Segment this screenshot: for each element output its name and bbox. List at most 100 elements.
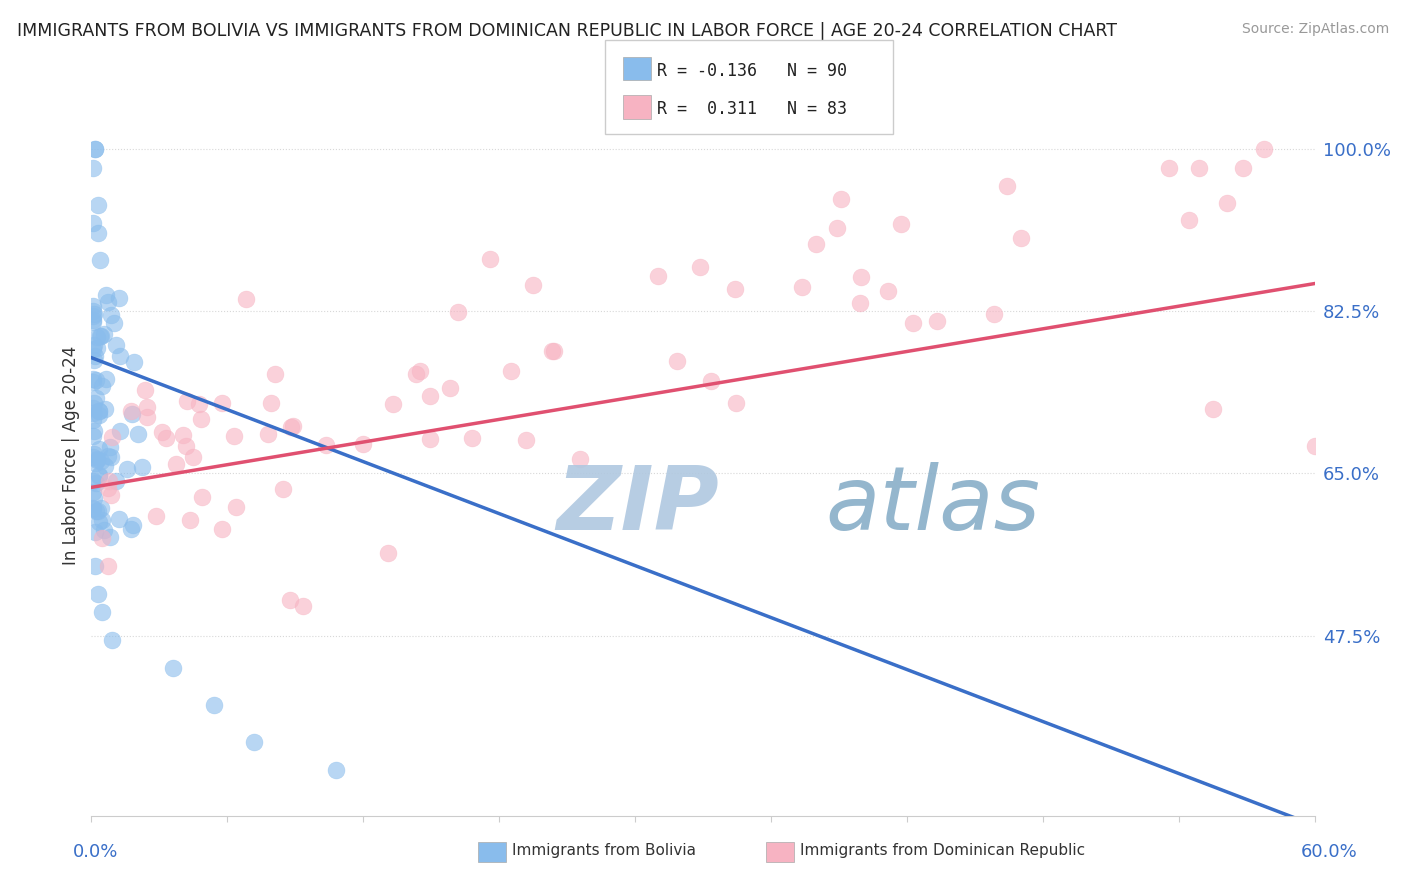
Point xyxy=(82,313,104,327)
Point xyxy=(100,308,122,322)
Point xyxy=(82,216,104,230)
Point xyxy=(83,338,105,352)
Point xyxy=(222,429,245,443)
Point xyxy=(1232,161,1254,175)
Point xyxy=(82,501,104,516)
Point xyxy=(179,512,201,526)
Point xyxy=(83,491,105,505)
Text: R =  0.311   N = 83: R = 0.311 N = 83 xyxy=(657,100,846,118)
Point xyxy=(83,447,105,461)
Point xyxy=(176,393,198,408)
Point xyxy=(439,381,461,395)
Point xyxy=(260,396,283,410)
Point xyxy=(82,406,104,420)
Point xyxy=(97,559,120,574)
Point xyxy=(689,260,711,274)
Point xyxy=(108,349,131,363)
Point xyxy=(84,524,107,539)
Point xyxy=(515,433,537,447)
Point xyxy=(190,412,212,426)
Point xyxy=(108,512,131,526)
Point xyxy=(84,142,107,156)
Point xyxy=(87,404,110,418)
Point xyxy=(89,253,111,268)
Point xyxy=(174,439,197,453)
Text: R = -0.136   N = 90: R = -0.136 N = 90 xyxy=(657,62,846,79)
Point xyxy=(202,698,225,712)
Point xyxy=(83,396,105,410)
Point xyxy=(283,418,305,433)
Point xyxy=(84,373,107,387)
Point xyxy=(461,431,484,445)
Point xyxy=(96,481,118,495)
Point xyxy=(165,457,187,471)
Point xyxy=(927,314,949,328)
Point xyxy=(90,453,112,467)
Point xyxy=(108,425,131,439)
Point xyxy=(478,252,501,266)
Point xyxy=(82,413,104,427)
Point xyxy=(90,379,112,393)
Point xyxy=(181,450,204,464)
Point xyxy=(1177,213,1199,227)
Point xyxy=(830,192,852,206)
Point xyxy=(1216,195,1239,210)
Point xyxy=(121,407,143,421)
Point xyxy=(97,449,120,463)
Point xyxy=(84,349,107,363)
Point xyxy=(409,364,432,378)
Point xyxy=(94,401,117,416)
Point xyxy=(94,288,117,302)
Point xyxy=(103,316,125,330)
Point xyxy=(120,403,142,417)
Point xyxy=(89,329,111,343)
Point xyxy=(419,389,441,403)
Point xyxy=(541,344,564,359)
Point xyxy=(87,516,110,530)
Point xyxy=(1010,230,1032,244)
Point xyxy=(724,396,747,410)
Point xyxy=(90,606,112,620)
Point xyxy=(666,354,689,368)
Point xyxy=(82,401,104,415)
Point xyxy=(84,475,107,490)
Point xyxy=(82,299,104,313)
Point xyxy=(1253,142,1275,156)
Point xyxy=(1188,161,1211,175)
Point xyxy=(155,431,177,445)
Point xyxy=(86,330,108,344)
Point xyxy=(877,285,900,299)
Point xyxy=(101,633,124,648)
Point xyxy=(292,599,315,613)
Point xyxy=(87,504,110,518)
Point xyxy=(82,372,104,386)
Point xyxy=(225,500,247,514)
Point xyxy=(188,397,211,411)
Point xyxy=(104,338,127,352)
Text: IMMIGRANTS FROM BOLIVIA VS IMMIGRANTS FROM DOMINICAN REPUBLIC IN LABOR FORCE | A: IMMIGRANTS FROM BOLIVIA VS IMMIGRANTS FR… xyxy=(17,22,1116,40)
Point xyxy=(86,341,108,355)
Point xyxy=(543,343,565,358)
Point xyxy=(82,310,104,324)
Point xyxy=(804,237,827,252)
Point xyxy=(108,291,131,305)
Point xyxy=(257,426,280,441)
Y-axis label: In Labor Force | Age 20-24: In Labor Force | Age 20-24 xyxy=(62,345,80,565)
Point xyxy=(101,430,124,444)
Point xyxy=(82,161,104,175)
Text: Immigrants from Bolivia: Immigrants from Bolivia xyxy=(512,843,696,857)
Point xyxy=(1202,401,1225,416)
Point xyxy=(243,735,266,749)
Point xyxy=(280,420,302,434)
Point xyxy=(382,397,405,411)
Point xyxy=(700,374,723,388)
Point xyxy=(90,329,112,343)
Point xyxy=(235,292,257,306)
Point xyxy=(122,355,145,369)
Point xyxy=(86,451,108,466)
Point xyxy=(86,587,108,601)
Point xyxy=(122,518,145,533)
Point xyxy=(499,364,522,378)
Point xyxy=(83,425,105,439)
Point xyxy=(352,436,374,450)
